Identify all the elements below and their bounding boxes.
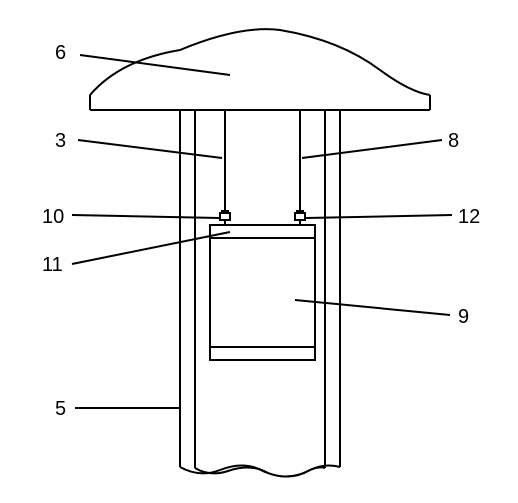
canopy-top bbox=[90, 29, 430, 95]
label-3: 3 bbox=[55, 130, 66, 153]
right-connector bbox=[295, 213, 305, 220]
diagram-container: 6 3 8 10 12 11 9 5 bbox=[0, 0, 518, 503]
label-9: 9 bbox=[458, 306, 469, 329]
label-6: 6 bbox=[55, 42, 66, 65]
left-connector bbox=[220, 213, 230, 220]
leader-12 bbox=[306, 215, 452, 218]
label-8: 8 bbox=[448, 130, 459, 153]
leader-8 bbox=[302, 140, 442, 158]
leader-10 bbox=[72, 215, 219, 218]
label-11: 11 bbox=[42, 254, 63, 277]
hanging-box bbox=[210, 225, 315, 360]
technical-drawing bbox=[0, 0, 518, 503]
leader-9 bbox=[295, 300, 450, 315]
leader-6 bbox=[80, 55, 230, 75]
label-5: 5 bbox=[55, 398, 66, 421]
leader-11 bbox=[72, 232, 230, 264]
label-10: 10 bbox=[42, 206, 64, 229]
label-12: 12 bbox=[458, 206, 480, 229]
leader-3 bbox=[78, 140, 222, 158]
